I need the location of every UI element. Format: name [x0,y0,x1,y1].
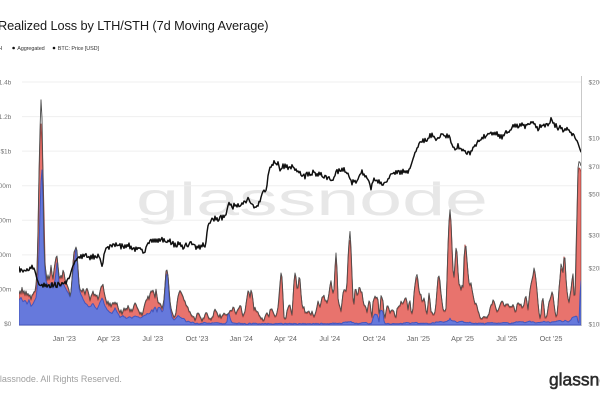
svg-text:$400m: $400m [0,252,11,259]
svg-text:Apr '24: Apr '24 [274,334,297,343]
svg-text:Jan '24: Jan '24 [230,334,253,343]
svg-text:$30k: $30k [589,233,600,240]
svg-text:Jul '24: Jul '24 [319,334,340,343]
svg-text:Jan '23: Jan '23 [53,334,76,343]
svg-text:$200k: $200k [589,79,600,86]
svg-text:$20k: $20k [589,265,600,272]
svg-text:Oct '25: Oct '25 [540,334,563,343]
svg-text:Jul '23: Jul '23 [142,334,163,343]
svg-text:Apr '25: Apr '25 [451,334,474,343]
svg-text:$0: $0 [4,321,12,328]
svg-text:Apr '23: Apr '23 [97,334,120,343]
svg-text:glassnode: glassnode [549,369,600,389]
svg-text:© glassnode. All Rights Reserv: © glassnode. All Rights Reserved. [0,374,122,384]
svg-text:$600m: $600m [0,218,11,225]
svg-text:Oct '24: Oct '24 [363,334,386,343]
svg-text:$10k: $10k [589,321,600,328]
svg-text:glassnode: glassnode [136,173,488,225]
svg-text:$50k: $50k [589,191,600,198]
svg-text:Jan '25: Jan '25 [407,334,430,343]
svg-text:Jul '25: Jul '25 [496,334,517,343]
svg-text:$100k: $100k [589,135,600,142]
svg-text:Realized Loss by LTH/STH (7d M: Realized Loss by LTH/STH (7d Moving Aver… [0,18,268,33]
svg-text:$1.2b: $1.2b [0,114,12,121]
svg-text:$800m: $800m [0,183,11,190]
svg-text:Oct '23: Oct '23 [186,334,209,343]
svg-text:BTC: Price [USD]: BTC: Price [USD] [58,46,100,52]
svg-text:$1.4b: $1.4b [0,79,12,86]
svg-text:$1b: $1b [0,148,11,155]
svg-text:$200m: $200m [0,287,11,294]
svg-text:STH: STH [0,46,2,52]
svg-text:$70k: $70k [589,164,600,171]
svg-text:Aggregated: Aggregated [17,46,44,52]
